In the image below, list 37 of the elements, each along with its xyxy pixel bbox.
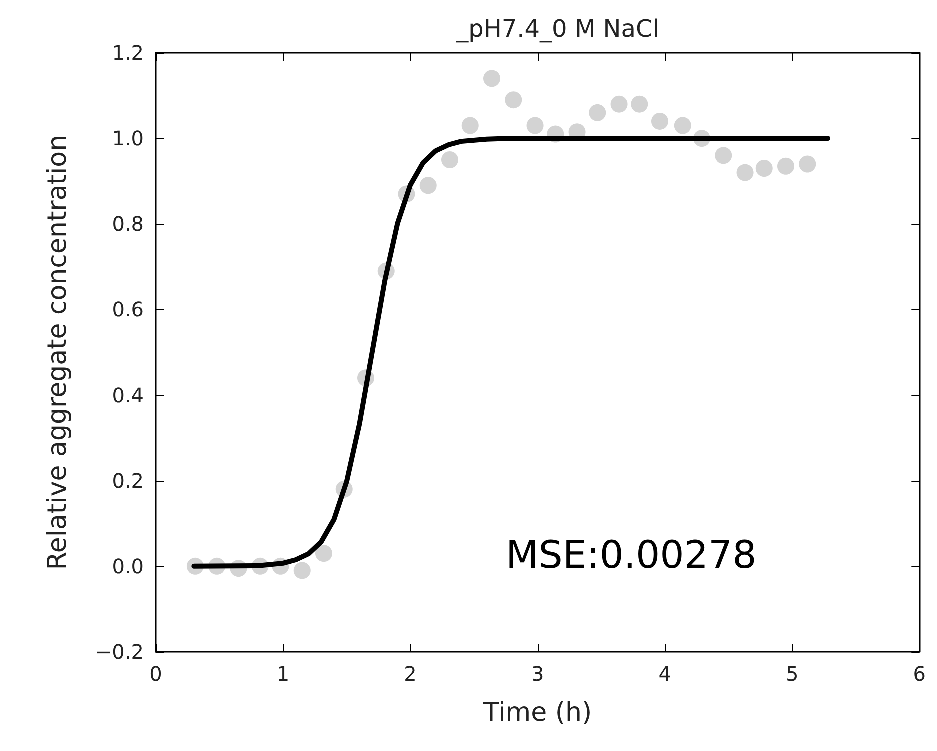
x-tick-label: 1 (276, 662, 290, 686)
point (526, 117, 544, 134)
y-tick-label: −0.2 (95, 640, 144, 664)
x-tick-label: 4 (658, 662, 672, 686)
point (462, 117, 479, 134)
point (442, 151, 458, 168)
point (589, 104, 606, 122)
y-tick-label: 0.6 (112, 298, 144, 322)
point (674, 117, 692, 134)
point (652, 112, 668, 130)
point (631, 96, 648, 113)
point (484, 70, 500, 88)
y-tick-label: 0.8 (112, 212, 144, 236)
point (736, 164, 754, 182)
y-axis-title: Relative aggregate concentration (43, 134, 73, 570)
y-tick-label: 1.2 (112, 41, 144, 65)
x-axis-title: Time (h) (482, 698, 592, 728)
x-tick-label: 0 (150, 662, 162, 686)
point (756, 160, 773, 178)
point (294, 562, 311, 580)
y-tick-label: 0.2 (112, 468, 144, 493)
y-tick-label: 0.4 (112, 383, 144, 408)
point (610, 96, 628, 113)
x-tick-label: 2 (404, 662, 417, 686)
chart-title: _pH7.4_0 M NaCl (456, 15, 660, 43)
y-tick-label: 1.0 (112, 126, 144, 151)
point (778, 158, 794, 175)
y-tick-label: 0.0 (112, 554, 144, 578)
x-tick-label: 6 (913, 662, 926, 686)
point (799, 156, 816, 173)
point (420, 177, 437, 194)
point (715, 147, 732, 164)
point (316, 545, 332, 562)
point (505, 92, 522, 109)
annotation: MSE:0.00278 (506, 533, 757, 577)
x-tick-label: 3 (531, 662, 544, 686)
x-tick-label: 5 (786, 662, 799, 686)
